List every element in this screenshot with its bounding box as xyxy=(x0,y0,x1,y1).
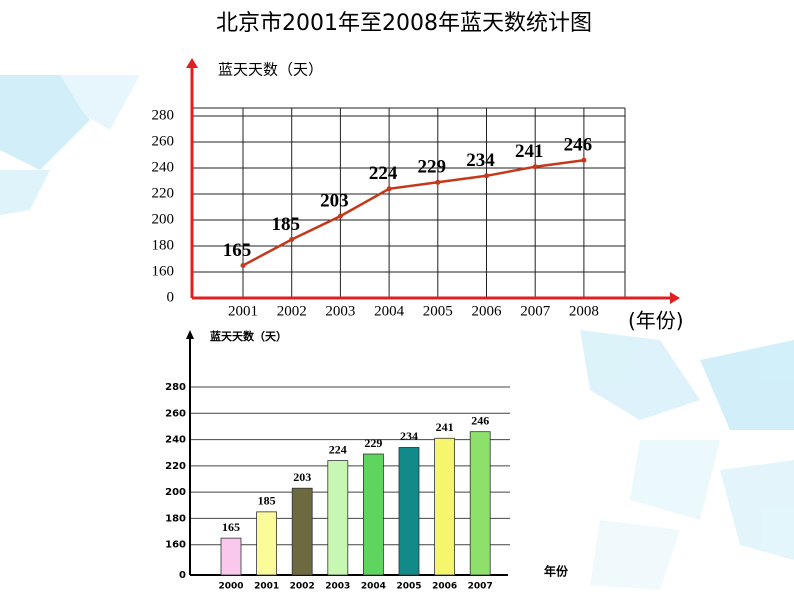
y-tick-label: 260 xyxy=(165,408,186,419)
x-tick-label: 2003 xyxy=(325,303,355,319)
point xyxy=(240,263,246,268)
bar xyxy=(291,487,313,576)
y-tick-label: 180 xyxy=(152,237,175,253)
data-label: 246 xyxy=(471,413,489,427)
background-decoration xyxy=(0,75,794,590)
data-label: 224 xyxy=(369,163,398,184)
x-tick-label: 2006 xyxy=(432,582,457,592)
data-label: 185 xyxy=(258,494,276,508)
y-tick-label: 220 xyxy=(152,185,175,201)
y-tick-label: 280 xyxy=(165,382,186,393)
x-tick-label: 2007 xyxy=(468,582,493,592)
bar xyxy=(398,447,420,576)
x-tick-label: 2001 xyxy=(228,303,258,319)
x-tick-label: 2001 xyxy=(254,582,279,592)
bar xyxy=(434,437,456,576)
y-tick-label: 280 xyxy=(152,107,175,123)
x-tick-label: 2003 xyxy=(325,582,350,592)
y-tick-label: 260 xyxy=(152,133,175,149)
x-tick-label: 2005 xyxy=(396,582,421,592)
y-tick-label: 200 xyxy=(165,487,186,498)
y-tick-label: 200 xyxy=(152,211,175,227)
data-label: 241 xyxy=(515,141,544,162)
data-label: 185 xyxy=(271,214,300,235)
data-label: 203 xyxy=(293,470,311,484)
data-label: 229 xyxy=(418,157,447,178)
y-tick-label: 0 xyxy=(167,289,175,305)
x-tick-label: 2008 xyxy=(569,303,599,319)
data-label: 224 xyxy=(329,442,347,456)
y-axis-arrow xyxy=(186,58,198,68)
point xyxy=(484,173,489,179)
y-tick-label: 160 xyxy=(165,540,186,551)
x-axis-label: 年份 xyxy=(544,564,569,579)
data-label: 234 xyxy=(466,150,495,171)
x-tick-label: 2004 xyxy=(361,582,386,592)
y-tick-label: 180 xyxy=(165,513,186,524)
data-label: 241 xyxy=(436,420,454,434)
data-label: 203 xyxy=(320,190,349,211)
bar xyxy=(327,460,349,576)
x-tick-label: 2006 xyxy=(472,303,503,319)
bar xyxy=(256,511,278,576)
x-tick-label: 2004 xyxy=(374,303,405,319)
y-tick-label: 160 xyxy=(152,263,175,279)
data-label: 246 xyxy=(564,135,593,156)
x-tick-label: 2005 xyxy=(423,303,453,319)
point xyxy=(581,157,587,163)
y-tick-label: 220 xyxy=(165,461,186,472)
x-tick-label: 2002 xyxy=(290,582,315,592)
bar xyxy=(362,453,384,576)
data-label: 229 xyxy=(364,436,382,450)
point xyxy=(337,213,343,219)
point xyxy=(435,179,441,185)
data-label: 165 xyxy=(223,240,252,261)
x-tick-label: 2007 xyxy=(520,303,551,319)
bar xyxy=(220,537,242,576)
point xyxy=(532,164,538,170)
data-label: 165 xyxy=(222,520,240,534)
y-axis-label: 蓝天天数（天） xyxy=(210,329,287,343)
point xyxy=(386,186,392,192)
y-tick-label: 240 xyxy=(152,159,175,175)
y-tick-label: 0 xyxy=(179,570,186,581)
chart-title: 北京市2001年至2008年蓝天数统计图 xyxy=(216,11,592,36)
x-axis-arrow xyxy=(670,292,680,304)
x-tick-label: 2002 xyxy=(277,303,307,319)
data-label: 234 xyxy=(400,429,418,443)
x-tick-label: 2000 xyxy=(218,582,243,592)
line xyxy=(242,158,585,267)
bar xyxy=(469,431,491,576)
point xyxy=(289,237,295,242)
y-tick-label: 240 xyxy=(165,435,186,446)
x-axis-label: (年份) xyxy=(628,309,684,333)
y-axis-arrow xyxy=(186,330,194,339)
y-axis-label: 蓝天天数（天） xyxy=(218,61,323,79)
